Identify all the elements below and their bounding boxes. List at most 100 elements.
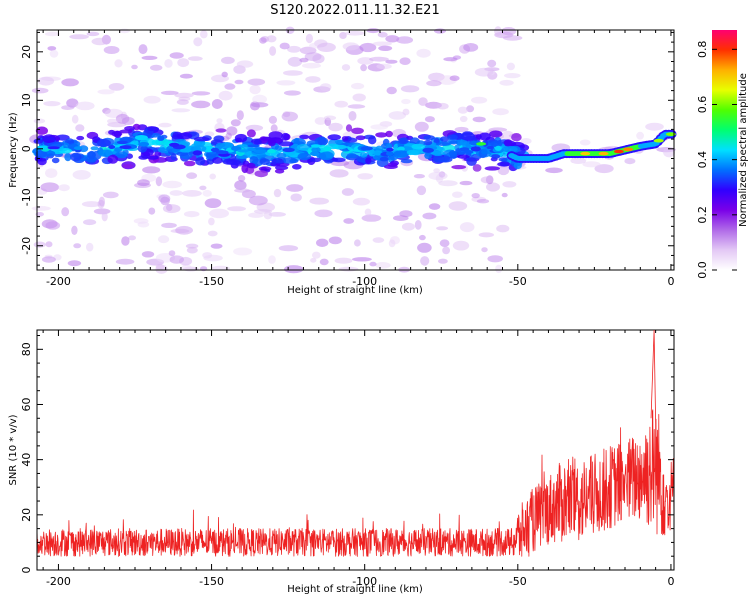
heatmap-cell <box>377 31 388 38</box>
heatmap-cell <box>422 212 437 220</box>
heatmap-cell <box>91 37 109 46</box>
heatmap-cell <box>147 126 160 132</box>
x-tick-label: -200 <box>46 275 71 288</box>
heatmap-cell <box>378 45 393 51</box>
heatmap-cell <box>460 132 476 141</box>
heatmap-cell <box>352 257 372 262</box>
heatmap-cell <box>267 149 276 154</box>
heatmap-cell <box>185 243 199 249</box>
heatmap-cell <box>128 235 137 241</box>
heatmap-cell <box>204 198 222 209</box>
heatmap-cell <box>246 129 256 138</box>
heatmap-cell <box>175 225 194 235</box>
heatmap-cell <box>247 78 266 86</box>
heatmap-cell <box>414 121 429 132</box>
heatmap-cell <box>400 85 420 93</box>
heatmap-cell <box>49 49 59 58</box>
heatmap-cell <box>252 94 267 105</box>
heatmap-cell <box>386 147 394 152</box>
heatmap-cell <box>162 204 181 214</box>
heatmap-cell <box>69 34 89 40</box>
heatmap-cell <box>439 239 450 247</box>
heatmap-cell <box>254 170 268 178</box>
heatmap-cell <box>494 145 502 151</box>
heatmap-cell <box>476 142 487 146</box>
heatmap-cell <box>161 222 177 228</box>
heatmap-cell <box>283 70 303 76</box>
heatmap-cell <box>215 150 229 155</box>
heatmap-cell <box>113 130 122 138</box>
heatmap-cell <box>263 211 273 220</box>
heatmap-cell <box>499 79 514 86</box>
heatmap-cell <box>143 95 161 104</box>
heatmap-cell <box>236 60 254 68</box>
heatmap-cell <box>423 135 436 141</box>
heatmap-cell <box>211 99 223 109</box>
snr-frame <box>36 329 675 571</box>
heatmap-cell <box>386 151 394 157</box>
heatmap-cell <box>388 111 406 120</box>
heatmap-cell <box>331 157 346 163</box>
heatmap-cell <box>83 219 97 226</box>
heatmap-cell <box>366 28 380 34</box>
heatmap-cell <box>459 115 468 123</box>
heatmap-cell <box>352 93 366 102</box>
heatmap-cell <box>108 145 116 149</box>
heatmap-cell <box>388 239 396 248</box>
heatmap-cell <box>204 131 215 137</box>
heatmap-cell <box>131 64 138 70</box>
heatmap-cell <box>150 64 163 71</box>
heatmap-cell <box>459 180 473 186</box>
heatmap-cell <box>490 140 503 148</box>
heatmap-cell <box>428 171 448 181</box>
heatmap-cell <box>338 266 359 272</box>
heatmap-cell <box>636 131 644 140</box>
heatmap-cell <box>103 46 120 54</box>
heatmap-cell <box>183 160 196 167</box>
heatmap-cell <box>299 57 309 63</box>
heatmap-cell <box>226 126 238 136</box>
heatmap-cell <box>305 76 321 83</box>
heatmap-cell <box>348 111 357 121</box>
heatmap-cell <box>502 181 517 188</box>
heatmap-cell <box>624 158 636 165</box>
heatmap-cell <box>45 221 61 230</box>
heatmap-cell <box>418 97 428 106</box>
heatmap-cell <box>141 55 158 61</box>
x-tick-label: -50 <box>509 575 527 588</box>
heatmap-cell <box>281 132 290 141</box>
heatmap-cell <box>329 169 349 178</box>
heatmap-cell <box>501 130 514 141</box>
heatmap-cell <box>169 255 184 264</box>
heatmap-cell <box>237 149 249 153</box>
heatmap-cell <box>34 150 48 159</box>
heatmap-cell <box>334 100 349 108</box>
colorbar-tick-label: 0.0 <box>696 261 709 279</box>
heatmap-cell <box>442 246 450 255</box>
heatmap-cell <box>64 153 72 162</box>
heatmap-cell <box>339 32 347 39</box>
heatmap-cell <box>268 131 283 140</box>
heatmap-cell <box>319 258 329 266</box>
heatmap-cell <box>520 138 532 145</box>
heatmap-cell <box>93 208 111 215</box>
heatmap-cell <box>472 164 482 172</box>
heatmap-cell <box>438 258 448 264</box>
heatmap-cell <box>115 258 135 265</box>
heatmap-cell <box>251 102 269 108</box>
heatmap-cell <box>246 162 256 169</box>
heatmap-cell <box>108 83 125 91</box>
heatmap-cell <box>283 90 301 96</box>
heatmap-cell <box>108 129 116 135</box>
heatmap-cell <box>245 124 264 131</box>
heatmap-cell <box>97 89 115 95</box>
heatmap-cell <box>370 124 389 130</box>
heatmap-cell <box>448 201 468 211</box>
heatmap-cell <box>434 28 446 34</box>
heatmap-cell <box>347 104 366 109</box>
heatmap-cell <box>269 46 277 56</box>
heatmap-cell <box>471 193 480 199</box>
heatmap-cell <box>297 153 312 161</box>
heatmap-cell <box>282 157 297 164</box>
heatmap-cell <box>114 147 123 153</box>
